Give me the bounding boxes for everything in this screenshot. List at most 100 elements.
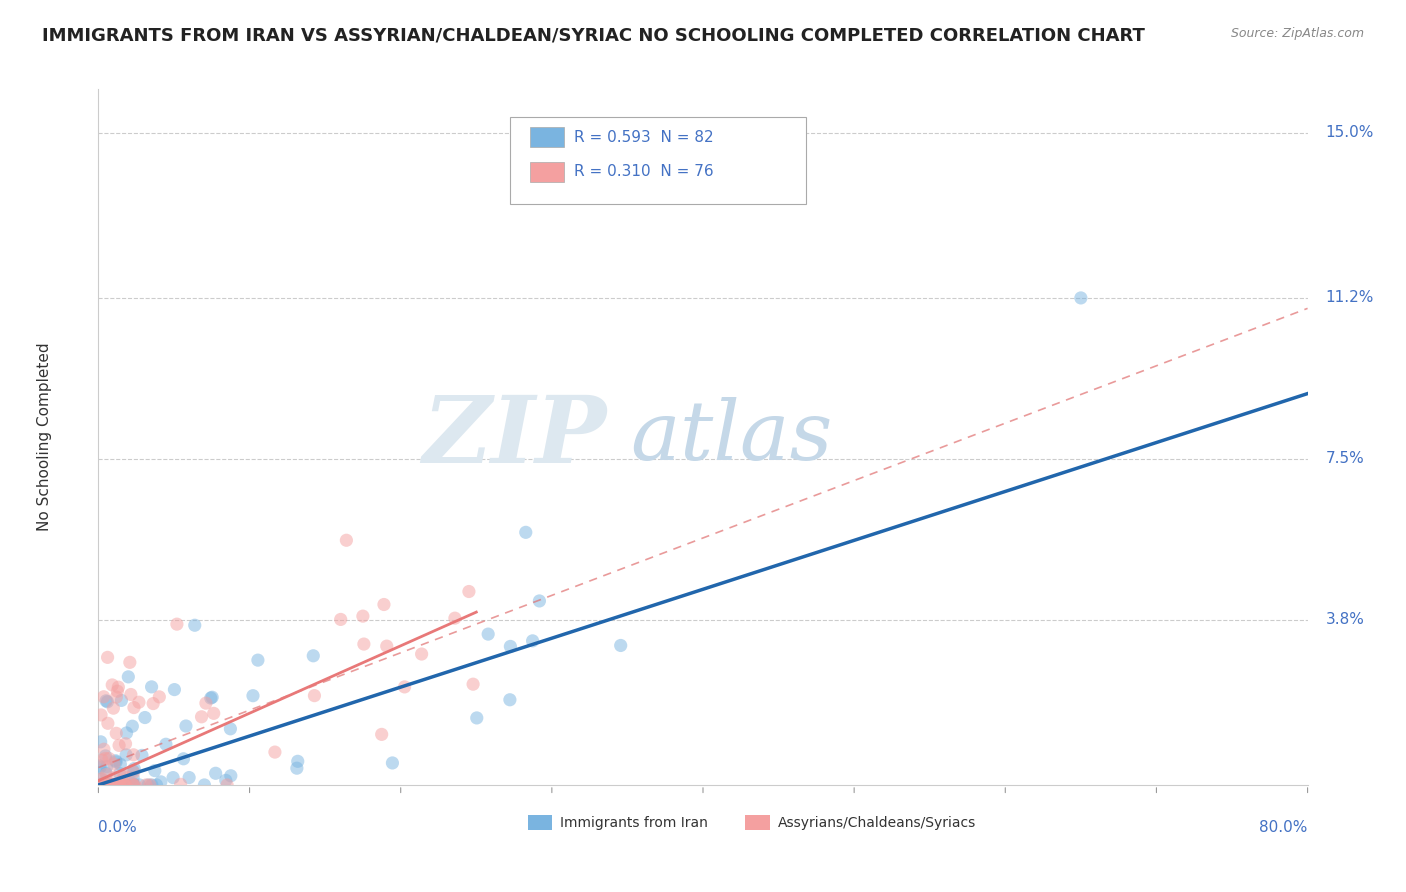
Point xyxy=(458,584,481,599)
Bar xyxy=(745,815,769,830)
Point xyxy=(98,778,121,792)
Point xyxy=(121,719,143,733)
Point xyxy=(477,627,499,641)
Point xyxy=(89,778,111,792)
Point xyxy=(94,778,117,792)
Point xyxy=(136,778,159,792)
Point xyxy=(134,710,156,724)
Point xyxy=(101,778,124,792)
Point xyxy=(112,778,135,792)
Point xyxy=(163,682,186,697)
Text: ZIP: ZIP xyxy=(422,392,606,482)
Text: 80.0%: 80.0% xyxy=(1260,820,1308,835)
Point xyxy=(101,778,124,792)
Point xyxy=(121,764,143,778)
Text: Immigrants from Iran: Immigrants from Iran xyxy=(561,815,709,830)
Point xyxy=(352,609,374,624)
Point xyxy=(184,618,207,632)
Point xyxy=(287,754,309,768)
Point xyxy=(90,753,112,767)
Point xyxy=(105,778,128,792)
Point xyxy=(149,775,172,789)
Point xyxy=(98,751,121,765)
Point xyxy=(103,778,125,792)
Point xyxy=(93,742,115,756)
Point xyxy=(112,770,135,784)
Point xyxy=(96,759,118,773)
Text: Source: ZipAtlas.com: Source: ZipAtlas.com xyxy=(1230,27,1364,40)
Point xyxy=(96,767,118,781)
Point xyxy=(122,776,145,790)
Point xyxy=(264,745,287,759)
Point xyxy=(304,689,326,703)
Point xyxy=(97,778,120,792)
Text: R = 0.593  N = 82: R = 0.593 N = 82 xyxy=(574,129,713,145)
Point xyxy=(141,778,163,792)
Point xyxy=(122,700,145,714)
Point xyxy=(141,680,163,694)
Point xyxy=(201,690,224,705)
Point xyxy=(118,656,141,670)
Point xyxy=(179,771,201,785)
Point xyxy=(98,778,121,792)
Text: Assyrians/Chaldeans/Syriacs: Assyrians/Chaldeans/Syriacs xyxy=(778,815,976,830)
Point xyxy=(411,647,433,661)
Point xyxy=(110,693,132,707)
Point xyxy=(93,690,115,704)
Point xyxy=(89,778,111,792)
Point xyxy=(124,778,146,792)
Point xyxy=(215,773,238,788)
Point xyxy=(131,748,153,763)
Point xyxy=(94,748,117,763)
Point xyxy=(93,778,115,792)
Point xyxy=(94,694,117,708)
Point xyxy=(155,737,177,751)
Point xyxy=(105,726,128,740)
Point xyxy=(1070,291,1092,305)
FancyBboxPatch shape xyxy=(509,117,806,204)
Point xyxy=(90,772,112,786)
Point xyxy=(219,722,242,736)
Point xyxy=(105,690,128,704)
Point xyxy=(115,747,138,762)
Point xyxy=(122,778,145,792)
Point xyxy=(522,633,544,648)
Point xyxy=(143,764,166,778)
Point xyxy=(103,778,125,792)
Point xyxy=(142,697,165,711)
Point xyxy=(204,766,226,780)
Point xyxy=(285,761,308,775)
Text: R = 0.310  N = 76: R = 0.310 N = 76 xyxy=(574,164,713,179)
Point xyxy=(375,639,398,653)
Point xyxy=(114,769,136,783)
Point xyxy=(103,778,125,792)
Point xyxy=(329,612,352,626)
Point xyxy=(122,765,145,780)
Point xyxy=(103,757,125,772)
Point xyxy=(200,691,222,706)
Point xyxy=(444,611,467,625)
Point xyxy=(139,778,162,792)
Point xyxy=(96,695,118,709)
Point xyxy=(94,778,117,792)
Point xyxy=(609,639,631,653)
Point xyxy=(110,757,132,772)
Point xyxy=(515,525,537,540)
Point xyxy=(246,653,269,667)
Point xyxy=(122,778,145,792)
Point xyxy=(94,778,117,792)
Point xyxy=(335,533,357,548)
Point xyxy=(101,778,124,792)
Point xyxy=(302,648,325,663)
Point xyxy=(96,778,118,792)
Point xyxy=(97,716,120,731)
Point xyxy=(148,690,170,704)
Point xyxy=(169,777,191,791)
Point xyxy=(107,680,129,694)
Point xyxy=(94,751,117,765)
Text: atlas: atlas xyxy=(630,397,832,477)
Point xyxy=(114,737,136,751)
Point xyxy=(103,701,125,715)
Point xyxy=(122,778,145,792)
Text: 11.2%: 11.2% xyxy=(1326,291,1374,305)
